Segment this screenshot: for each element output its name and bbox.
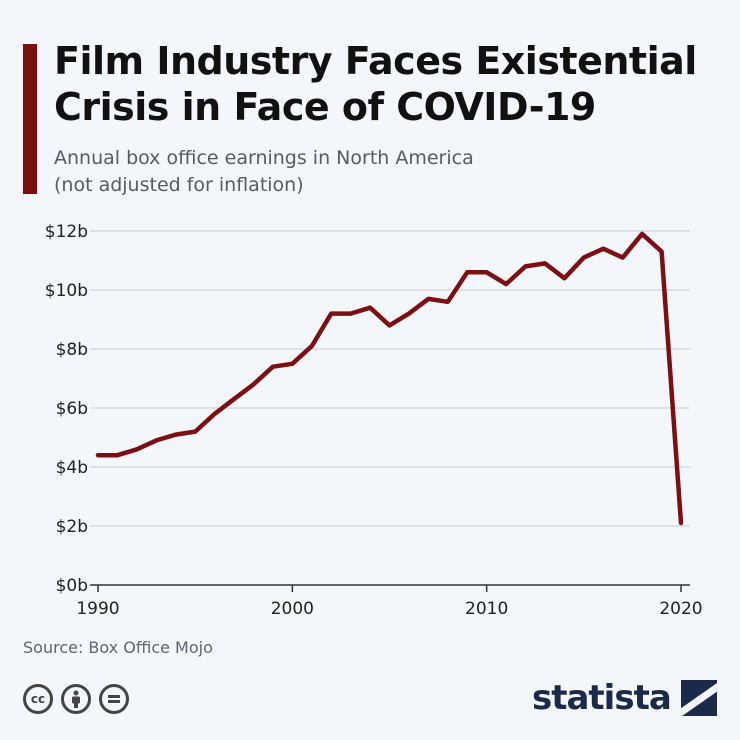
cc-icon[interactable]: cc — [23, 684, 53, 714]
x-tick-label: 2000 — [271, 599, 314, 619]
x-tick-label: 2010 — [465, 599, 508, 619]
statista-logo-icon — [680, 680, 717, 716]
y-tick-label: $10b — [45, 281, 88, 301]
no-derivatives-icon[interactable] — [99, 684, 129, 714]
x-tick-label: 2020 — [659, 599, 702, 619]
attribution-icon[interactable] — [61, 684, 91, 714]
source-note: Source: Box Office Mojo — [23, 638, 213, 657]
subtitle-line-2: (not adjusted for inflation) — [54, 174, 304, 196]
y-tick-label: $4b — [56, 458, 88, 478]
y-tick-label: $0b — [56, 576, 88, 596]
subtitle-line-1: Annual box office earnings in North Amer… — [54, 147, 474, 169]
title-accent-bar — [23, 44, 37, 194]
y-tick-label: $8b — [56, 340, 88, 360]
brand-name: statista — [532, 678, 672, 718]
x-tick-label: 1990 — [76, 599, 119, 619]
y-tick-label: $12b — [45, 222, 88, 242]
license-icons: cc — [23, 684, 129, 714]
statista-logo[interactable]: statista — [532, 674, 717, 722]
y-tick-label: $2b — [56, 517, 88, 537]
series-line — [95, 231, 684, 526]
chart-subtitle: Annual box office earnings in North Amer… — [54, 145, 714, 199]
y-tick-label: $6b — [56, 399, 88, 419]
chart-title: Film Industry Faces Existential Crisis i… — [54, 39, 697, 129]
